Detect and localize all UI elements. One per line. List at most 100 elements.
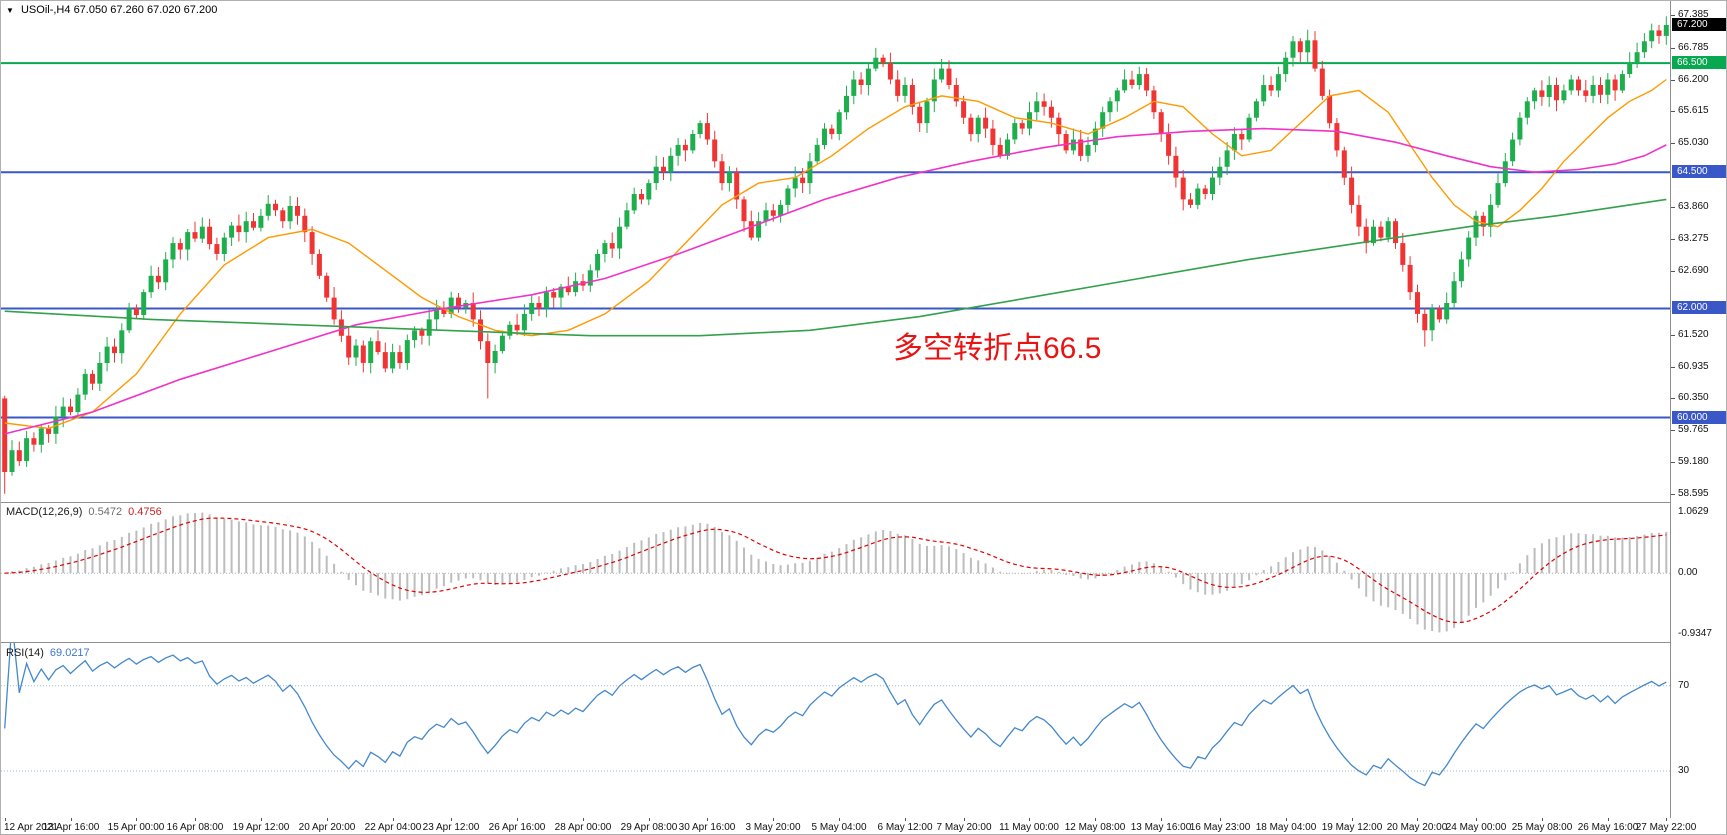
time-tick-mark [1542,818,1543,821]
rsi-indicator-label: RSI(14) 69.0217 [6,647,96,659]
time-tick-mark [964,818,965,821]
price-tick-mark [1671,494,1675,495]
price-tick-mark [1671,207,1675,208]
price-tick-label: 58.595 [1678,488,1709,499]
price-tick-label: 67.385 [1678,9,1709,20]
price-tick-label: 66.200 [1678,74,1709,85]
macd-axis-zero: 0.00 [1678,567,1698,578]
time-tick-mark [327,818,328,821]
price-axis[interactable]: 67.385 66.785 66.200 65.615 65.030 63.860 63.2… [1670,1,1726,818]
time-label: 29 Apr 08:00 [620,822,678,833]
time-tick-mark [451,818,452,821]
time-tick-mark [1286,818,1287,821]
macd-axis-max: 1.0629 [1678,506,1709,517]
macd-axis-min: -0.9347 [1678,628,1712,639]
price-tick-label: 59.765 [1678,424,1709,435]
price-tick-mark [1671,367,1675,368]
price-tick-label: 60.350 [1678,392,1709,403]
time-label: 5 May 04:00 [811,822,867,833]
time-label: 11 May 00:00 [999,822,1059,833]
macd-indicator-label: MACD(12,26,9) 0.5472 0.4756 [6,506,168,518]
time-label: 20 Apr 20:00 [298,822,356,833]
time-label: 25 May 08:00 [1511,822,1573,833]
time-tick-mark [1476,818,1477,821]
time-label: 26 May 16:00 [1577,822,1639,833]
price-tick-label: 63.275 [1678,233,1709,244]
time-tick-mark [1220,818,1221,821]
macd-signal-value: 0.4756 [128,506,162,518]
rsi-name: RSI(14) [6,647,44,659]
time-tick-mark [773,818,774,821]
price-tick-mark [1671,430,1675,431]
time-label: 19 Apr 12:00 [232,822,290,833]
price-tick-mark [1671,398,1675,399]
price-tick-label: 60.935 [1678,361,1709,372]
price-tick-mark [1671,111,1675,112]
time-label: 27 May 22:00 [1635,822,1697,833]
ma-fast-orange [4,78,1667,430]
price-tag-60.000: 60.000 [1672,411,1726,424]
price-tick-label: 59.180 [1678,456,1709,467]
time-label: 12 May 08:00 [1064,822,1126,833]
time-tick-mark [1352,818,1353,821]
rsi-axis-70: 70 [1678,680,1690,691]
time-tick-mark [1095,818,1096,821]
annotation-turning-point: 多空转折点66.5 [893,332,1102,365]
time-label: 16 Apr 08:00 [166,822,224,833]
price-tick-mark [1671,143,1675,144]
ohlc-quote: 67.050 67.260 67.020 67.200 [73,4,218,16]
rsi-panel[interactable] [1,643,1670,818]
chart-title: ▼ USOil-,H4 67.050 67.260 67.020 67.200 [6,4,217,16]
time-label: 7 May 20:00 [936,822,992,833]
time-tick-mark [583,818,584,821]
price-tag-62.000: 62.000 [1672,301,1726,314]
time-label: 13 Apr 16:00 [42,822,100,833]
time-tick-mark [393,818,394,821]
time-tick-mark [136,818,137,821]
price-tick-label: 61.520 [1678,329,1709,340]
time-label: 19 May 12:00 [1321,822,1383,833]
price-tick-mark [1671,48,1675,49]
time-label: 3 May 20:00 [745,822,801,833]
time-label: 16 May 23:00 [1189,822,1251,833]
rsi-line [4,643,1667,787]
time-tick-mark [517,818,518,821]
rsi-axis-30: 30 [1678,765,1690,776]
panel-separator[interactable] [1,502,1726,503]
price-tick-mark [1671,335,1675,336]
candles [2,16,1669,494]
time-tick-mark [707,818,708,821]
macd-main-value: 0.5472 [88,506,123,518]
ma-slow-green [4,198,1667,337]
time-label: 23 Apr 12:00 [422,822,480,833]
time-tick-mark [71,818,72,821]
price-tick-label: 63.860 [1678,201,1709,212]
macd-panel[interactable] [1,503,1670,642]
time-tick-mark [1417,818,1418,821]
price-tag-66.500: 66.500 [1672,56,1726,69]
rsi-value: 69.0217 [49,647,90,659]
time-tick-mark [1161,818,1162,821]
price-tick-mark [1671,80,1675,81]
time-label: 22 Apr 04:00 [364,822,422,833]
time-label: 15 Apr 00:00 [107,822,165,833]
macd-name: MACD(12,26,9) [6,506,83,518]
panel-separator[interactable] [1,642,1726,643]
time-label: 24 May 00:00 [1445,822,1507,833]
time-tick-mark [195,818,196,821]
time-label: 30 Apr 16:00 [678,822,736,833]
price-tick-mark [1671,239,1675,240]
price-tag-current: 67.200 [1672,18,1726,31]
time-tick-mark [1666,818,1667,821]
price-tick-label: 65.030 [1678,137,1709,148]
time-label: 26 Apr 16:00 [488,822,546,833]
main-price-panel[interactable] [1,1,1670,502]
time-tick-mark [839,818,840,821]
time-label: 28 Apr 00:00 [554,822,612,833]
time-label: 12 Apr 2021 [4,822,58,833]
price-tick-mark [1671,15,1675,16]
price-tick-mark [1671,271,1675,272]
time-axis[interactable]: 12 Apr 2021 13 Apr 16:00 15 Apr 00:00 16 Ap… [1,818,1726,834]
time-tick-mark [905,818,906,821]
